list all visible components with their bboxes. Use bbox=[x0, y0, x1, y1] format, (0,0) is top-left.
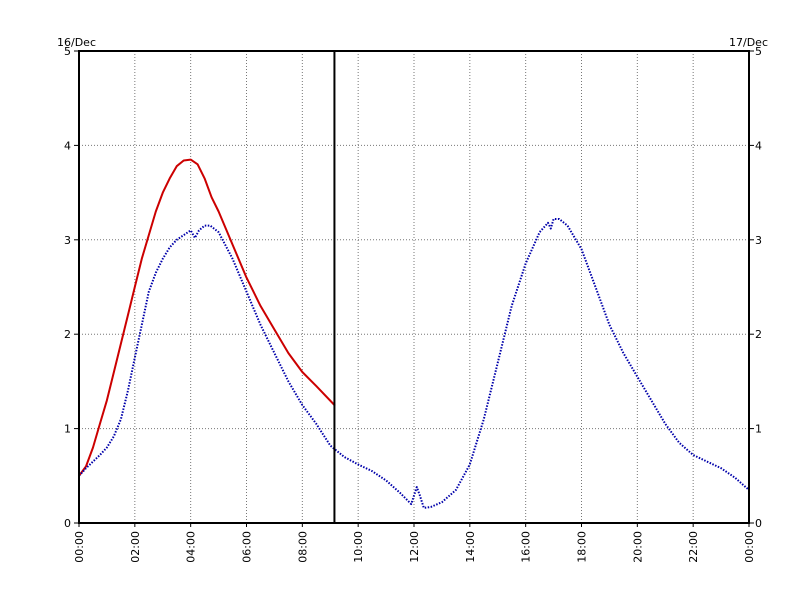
x-tick-label: 00:00 bbox=[73, 531, 86, 563]
y-tick-label-left: 0 bbox=[64, 517, 71, 530]
series-line-red bbox=[78, 158, 336, 477]
y-tick-label-right: 0 bbox=[755, 517, 762, 530]
y-tick-label-right: 1 bbox=[755, 423, 762, 436]
x-tick-label: 00:00 bbox=[743, 531, 756, 563]
x-tick-label: 16:00 bbox=[520, 531, 533, 563]
y-tick-label-left: 3 bbox=[64, 234, 71, 247]
x-tick-label: 08:00 bbox=[296, 531, 309, 563]
x-tick-label: 02:00 bbox=[129, 531, 142, 563]
y-tick-label-right: 2 bbox=[755, 328, 762, 341]
y-tick-label-left: 2 bbox=[64, 328, 71, 341]
x-tick-label: 10:00 bbox=[352, 531, 365, 563]
x-tick-label: 14:00 bbox=[464, 531, 477, 563]
date-label-right: 17/Dec bbox=[729, 36, 768, 49]
series-line-blue bbox=[78, 218, 750, 509]
y-tick-label-right: 5 bbox=[755, 45, 762, 58]
x-tick-label: 12:00 bbox=[408, 531, 421, 563]
grid-layer bbox=[79, 51, 749, 523]
x-tick-label: 06:00 bbox=[241, 531, 254, 563]
y-tick-label-right: 3 bbox=[755, 234, 762, 247]
y-tick-label-right: 4 bbox=[755, 139, 762, 152]
x-tick-label: 22:00 bbox=[687, 531, 700, 563]
plot-frame bbox=[78, 50, 750, 524]
x-tick-label: 18:00 bbox=[576, 531, 589, 563]
series-layer bbox=[78, 158, 750, 509]
x-tick-label: 04:00 bbox=[185, 531, 198, 563]
y-tick-label-left: 4 bbox=[64, 139, 71, 152]
y-tick-label-left: 5 bbox=[64, 45, 71, 58]
x-tick-label: 20:00 bbox=[631, 531, 644, 563]
y-tick-label-left: 1 bbox=[64, 423, 71, 436]
date-label-left: 16/Dec bbox=[57, 36, 96, 49]
ticks-layer: 00:00 02:00 04:00 06:00 08:00 10:00 12:00 14:00… bbox=[64, 45, 762, 563]
